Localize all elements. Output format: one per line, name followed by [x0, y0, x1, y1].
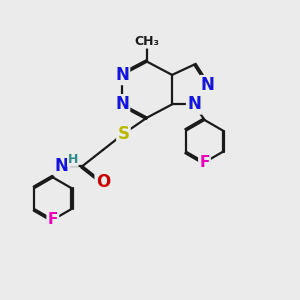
- Text: F: F: [199, 155, 210, 170]
- Text: S: S: [118, 125, 130, 143]
- Text: N: N: [55, 157, 69, 175]
- Text: N: N: [187, 95, 201, 113]
- Text: N: N: [115, 95, 129, 113]
- Text: H: H: [68, 153, 78, 166]
- Text: N: N: [200, 76, 214, 94]
- Text: N: N: [115, 66, 129, 84]
- Text: F: F: [48, 212, 58, 227]
- Text: O: O: [96, 173, 110, 191]
- Text: CH₃: CH₃: [135, 34, 160, 48]
